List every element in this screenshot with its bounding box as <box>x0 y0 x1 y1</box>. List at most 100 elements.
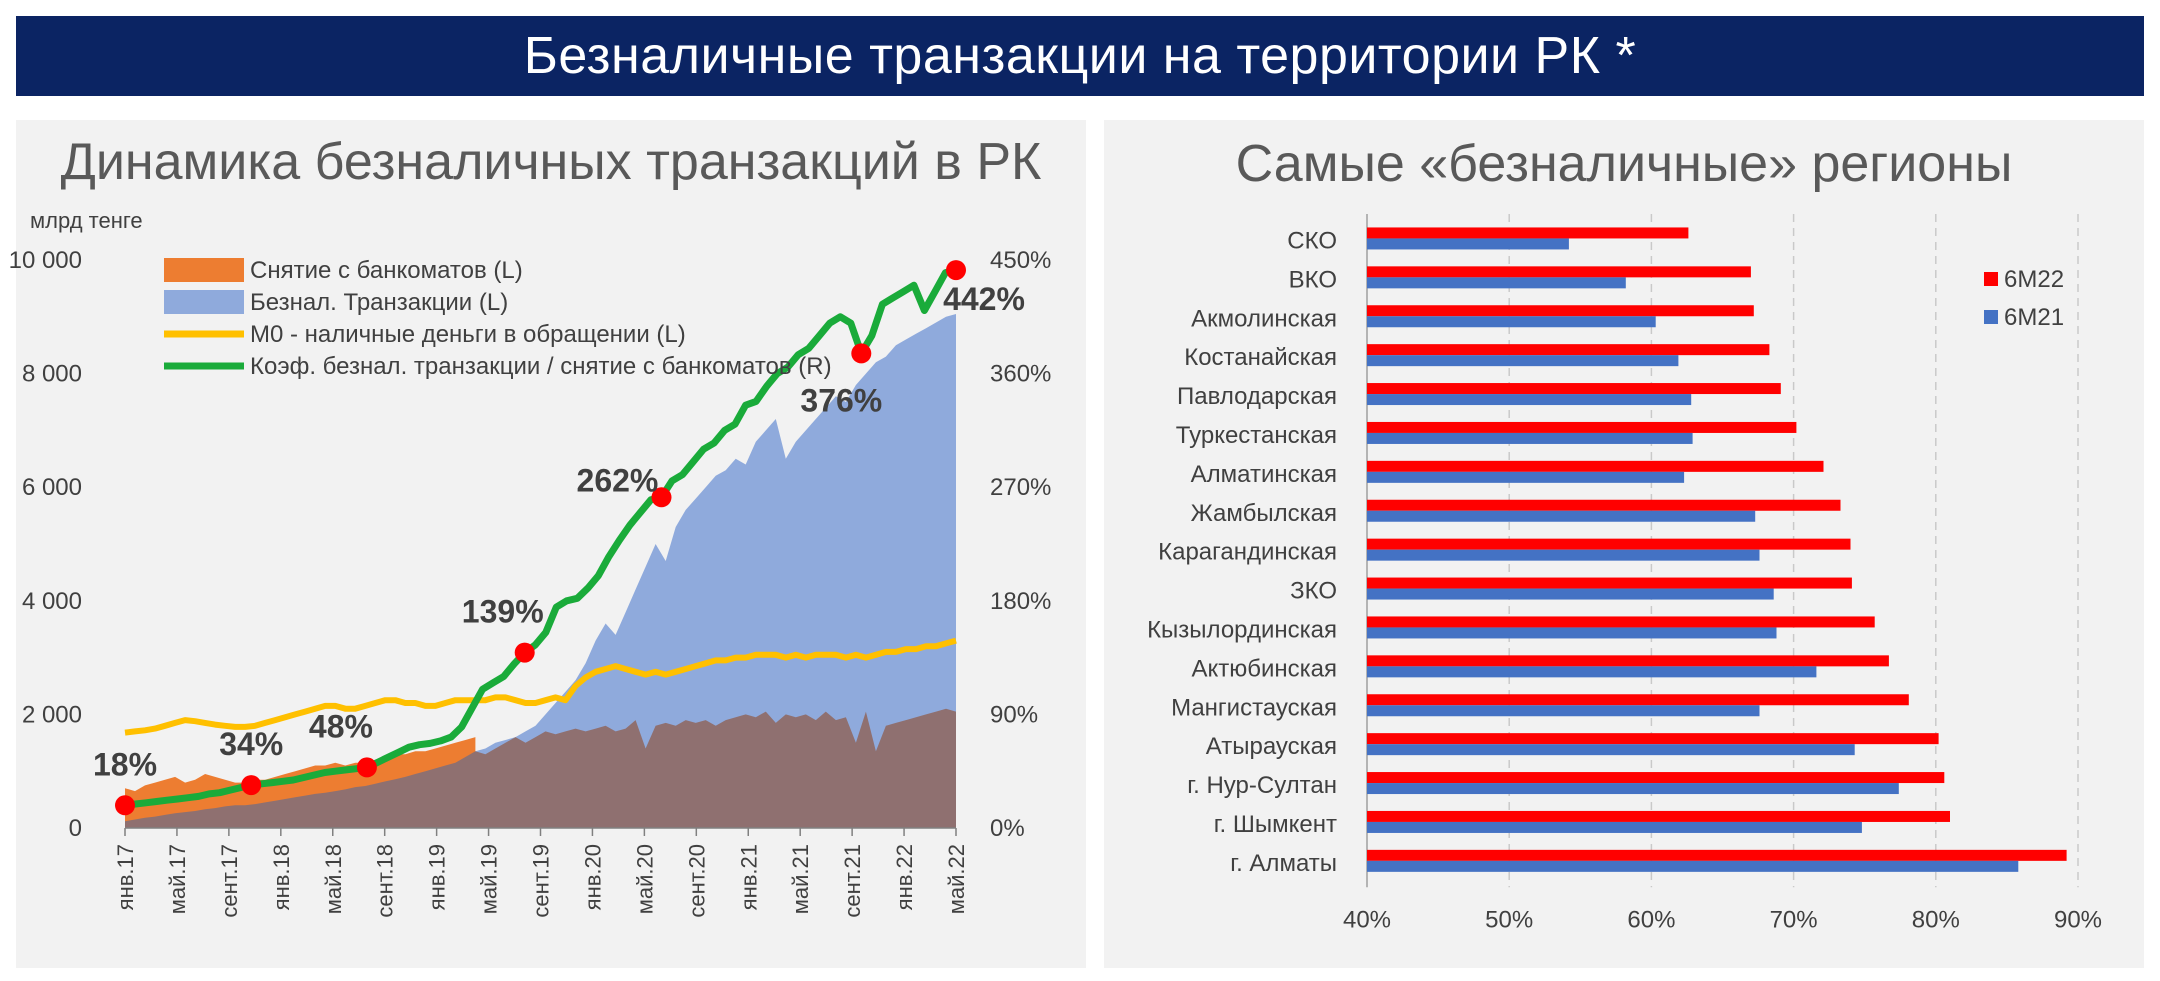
left-chart-title: Динамика безналичных транзакций в РК <box>60 133 1042 191</box>
left-x-tick-label: янв.22 <box>892 844 917 910</box>
region-label: Туркестанская <box>1176 422 1337 449</box>
legend-label: 6M22 <box>2004 266 2064 293</box>
ratio-annotation-label: 442% <box>943 281 1025 317</box>
ratio-marker <box>115 795 135 816</box>
region-label: Кызылординская <box>1147 616 1337 643</box>
right-x-tick-label: 40% <box>1343 906 1391 933</box>
bar-6m21 <box>1367 860 2019 872</box>
right-y-tick-label: 180% <box>990 588 1051 615</box>
m0-cash-line <box>124 637 957 736</box>
region-label: Мангистауская <box>1171 694 1337 721</box>
bar-6m22 <box>1367 266 1751 278</box>
regions-bar-chart: 40% 50% 60% 70% 80% 90% СКО ВКО Акмолинская Коста… <box>1147 214 2102 933</box>
right-x-tick-label: 50% <box>1485 906 1533 933</box>
region-label: г. Шымкент <box>1214 811 1337 838</box>
legend-swatch <box>164 290 244 314</box>
ratio-annotation-label: 18% <box>93 746 157 782</box>
region-label: Павлодарская <box>1177 383 1337 410</box>
bar-6m22 <box>1367 305 1754 317</box>
bar-6m21 <box>1367 627 1777 639</box>
legend-label: 6M21 <box>2004 304 2064 331</box>
ratio-marker <box>241 775 262 796</box>
left-x-tick-label: май.20 <box>632 844 657 914</box>
ratio-marker <box>514 642 535 663</box>
ratio-annotation-label: 262% <box>577 462 659 498</box>
ratio-marker <box>356 757 377 778</box>
bar-6m21 <box>1367 588 1774 600</box>
right-chart-panel: Самые «безналичные» регионы 40% 50% 60% 70%… <box>1104 120 2144 968</box>
ratio-marker <box>851 343 872 364</box>
left-x-tick-label: янв.21 <box>736 844 761 910</box>
left-x-tick-label: сент.17 <box>217 844 242 918</box>
left-x-tick-label: май.21 <box>788 844 813 914</box>
bar-6m21 <box>1367 355 1679 367</box>
left-y-tick-label: 10 000 <box>9 247 82 274</box>
bar-6m22 <box>1367 383 1781 395</box>
ratio-annotation-label: 48% <box>309 708 373 744</box>
ratio-annotation-label: 376% <box>800 382 882 418</box>
banner-title: Безналичные транзакции на территории РК … <box>16 16 2144 96</box>
right-chart-title: Самые «безналичные» регионы <box>1235 135 2013 193</box>
left-y-tick-label: 8 000 <box>22 361 82 388</box>
overlap-area <box>125 708 956 828</box>
right-y-tick-label: 90% <box>990 701 1038 728</box>
bar-6m21 <box>1367 744 1855 756</box>
bar-6m22 <box>1367 810 1950 822</box>
region-label: Костанайская <box>1184 344 1337 371</box>
bar-6m21 <box>1367 277 1626 289</box>
left-y-tick-label: 4 000 <box>22 588 82 615</box>
region-label: Атырауская <box>1206 733 1337 760</box>
bar-6m22 <box>1367 577 1852 589</box>
cashless-area <box>125 314 956 828</box>
bar-6m22 <box>1367 616 1875 628</box>
ratio-marker <box>946 260 966 281</box>
right-y-tick-label: 450% <box>990 247 1051 274</box>
cashless-dynamics-chart: млрд тенге 0 2 000 4 000 6 000 8 000 10 000 0% 9… <box>9 208 1052 918</box>
left-y-unit-label: млрд тенге <box>30 208 143 233</box>
bar-6m21 <box>1367 666 1817 678</box>
bar-6m22 <box>1367 499 1841 511</box>
bar-6m21 <box>1367 821 1862 833</box>
region-label: г. Нур-Султан <box>1187 772 1337 799</box>
ratio-annotation-label: 139% <box>462 594 544 630</box>
bar-6m21 <box>1367 394 1692 406</box>
left-x-tick-label: май.22 <box>944 844 969 914</box>
left-x-tick-label: янв.17 <box>113 844 138 910</box>
left-y-tick-label: 6 000 <box>22 474 82 501</box>
bar-6m22 <box>1367 344 1770 356</box>
bar-6m22 <box>1367 733 1939 745</box>
right-y-tick-label: 0% <box>990 815 1025 842</box>
bar-6m22 <box>1367 655 1889 667</box>
right-x-tick-label: 70% <box>1770 906 1818 933</box>
bar-6m21 <box>1367 705 1760 717</box>
legend-label: М0 - наличные деньги в обращении (L) <box>250 321 686 348</box>
bar-6m22 <box>1367 460 1824 472</box>
legend-swatch <box>1984 310 1998 324</box>
right-x-tick-label: 90% <box>2054 906 2102 933</box>
bar-6m22 <box>1367 227 1689 239</box>
region-label: СКО <box>1287 227 1337 254</box>
legend-swatch <box>164 258 244 282</box>
left-x-tick-label: май.17 <box>165 844 190 914</box>
left-x-tick-label: янв.18 <box>269 844 294 910</box>
region-label: ЗКО <box>1290 578 1337 605</box>
ratio-line <box>124 266 957 809</box>
left-x-tick-label: янв.19 <box>425 844 450 910</box>
ratio-marker <box>651 487 672 508</box>
legend-label: Безнал. Транзакции (L) <box>250 289 508 316</box>
left-x-tick-label: сент.20 <box>684 844 709 918</box>
right-x-tick-label: 80% <box>1912 906 1960 933</box>
region-label: Жамбылская <box>1191 500 1337 527</box>
region-label: Акмолинская <box>1191 305 1337 332</box>
bar-6m21 <box>1367 238 1569 250</box>
region-label: Актюбинская <box>1191 655 1337 682</box>
legend-swatch <box>1984 272 1998 286</box>
bar-6m21 <box>1367 510 1756 522</box>
bar-6m22 <box>1367 538 1851 550</box>
left-x-tick-label: май.18 <box>321 844 346 914</box>
bar-6m22 <box>1367 849 2067 861</box>
region-label: г. Алматы <box>1230 850 1337 877</box>
bar-6m21 <box>1367 549 1760 561</box>
left-x-tick-label: янв.20 <box>580 844 605 910</box>
left-x-tick-label: сент.19 <box>529 844 554 918</box>
